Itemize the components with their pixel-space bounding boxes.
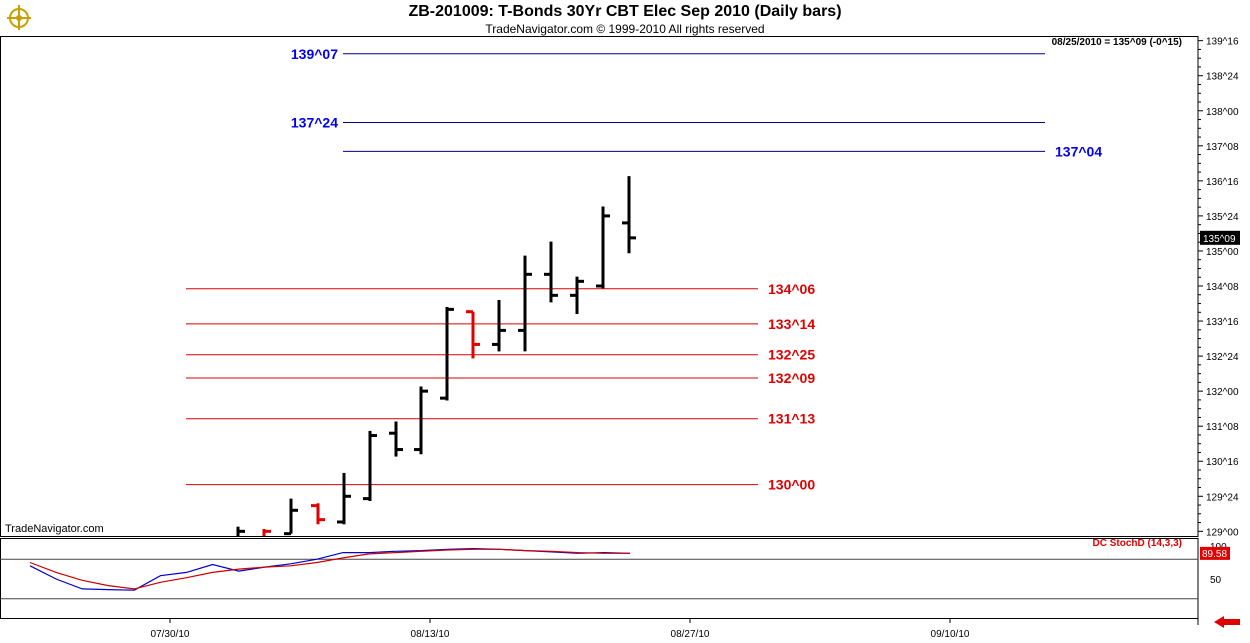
ohlc-bar (544, 241, 558, 303)
chart-subtitle: TradeNavigator.com © 1999-2010 All right… (485, 22, 765, 36)
ohlc-bar (570, 276, 584, 315)
y-tick-label: 138^24 (1206, 72, 1239, 83)
y-tick-label: 139^16 (1206, 37, 1239, 48)
x-tick-label: 07/30/10 (151, 629, 190, 640)
ohlc-bar (596, 206, 610, 289)
x-tick-label: 08/13/10 (411, 629, 450, 640)
price-readout: 08/25/2010 = 135^09 (-0^15) (1051, 37, 1182, 48)
ohlc-bar (518, 255, 532, 352)
ohlc-bar (311, 503, 325, 525)
level-label: 132^09 (768, 370, 815, 386)
stoch-panel-frame (0, 538, 1199, 619)
chart-title: ZB-201009: T-Bonds 30Yr CBT Elec Sep 201… (408, 3, 842, 20)
ohlc-bar (440, 307, 454, 401)
y-tick-label: 137^08 (1206, 142, 1239, 153)
stochastic-title: DC StochD (14,3,3) (1092, 538, 1182, 549)
trade-navigator-logo-icon[interactable] (4, 2, 34, 32)
x-tick-label: 08/27/10 (671, 629, 710, 640)
level-label: 137^04 (1055, 143, 1102, 159)
ohlc-bar (466, 310, 480, 359)
stoch-last-value-label: 89.58 (1202, 549, 1227, 560)
ohlc-bar (363, 430, 377, 501)
ohlc-bar (414, 386, 428, 455)
y-tick-label: 132^24 (1206, 352, 1239, 363)
y-tick-label: 134^08 (1206, 282, 1239, 293)
scroll-left-arrow-icon[interactable] (1212, 615, 1242, 629)
y-tick-label: 135^00 (1206, 247, 1239, 258)
stoch-series-line (29, 548, 630, 590)
y-tick-label: 129^00 (1206, 527, 1239, 538)
y-tick-label: 129^24 (1206, 492, 1239, 503)
last-price-tag (1200, 230, 1240, 245)
y-tick-label: 138^00 (1206, 107, 1239, 118)
watermark-text: TradeNavigator.com (5, 523, 104, 535)
level-label: 132^25 (768, 347, 815, 363)
level-label: 130^00 (768, 477, 815, 493)
last-price-label: 135^09 (1203, 234, 1236, 245)
y-tick-label: 135^24 (1206, 212, 1239, 223)
level-label: 134^06 (768, 281, 815, 297)
ohlc-bar (622, 176, 636, 254)
y-tick-label: 132^00 (1206, 387, 1239, 398)
ohlc-bar (389, 421, 403, 457)
level-label: 139^07 (291, 46, 338, 62)
stoch-y-tick-label: 50 (1210, 575, 1222, 586)
ohlc-bar (492, 300, 506, 352)
level-label: 131^13 (768, 411, 815, 427)
stoch-series-line (29, 547, 631, 591)
y-tick-label: 131^08 (1206, 422, 1239, 433)
ohlc-bar (284, 498, 298, 536)
y-tick-label: 133^16 (1206, 317, 1239, 328)
stoch-last-value-tag (1200, 546, 1230, 560)
ohlc-bar (262, 528, 271, 536)
level-label: 133^14 (768, 316, 815, 332)
ohlc-bar (236, 526, 245, 536)
ohlc-bar (337, 472, 351, 525)
x-tick-label: 09/10/10 (931, 629, 970, 640)
y-tick-label: 136^16 (1206, 177, 1239, 188)
level-label: 137^24 (291, 114, 338, 130)
y-tick-label: 130^16 (1206, 457, 1239, 468)
